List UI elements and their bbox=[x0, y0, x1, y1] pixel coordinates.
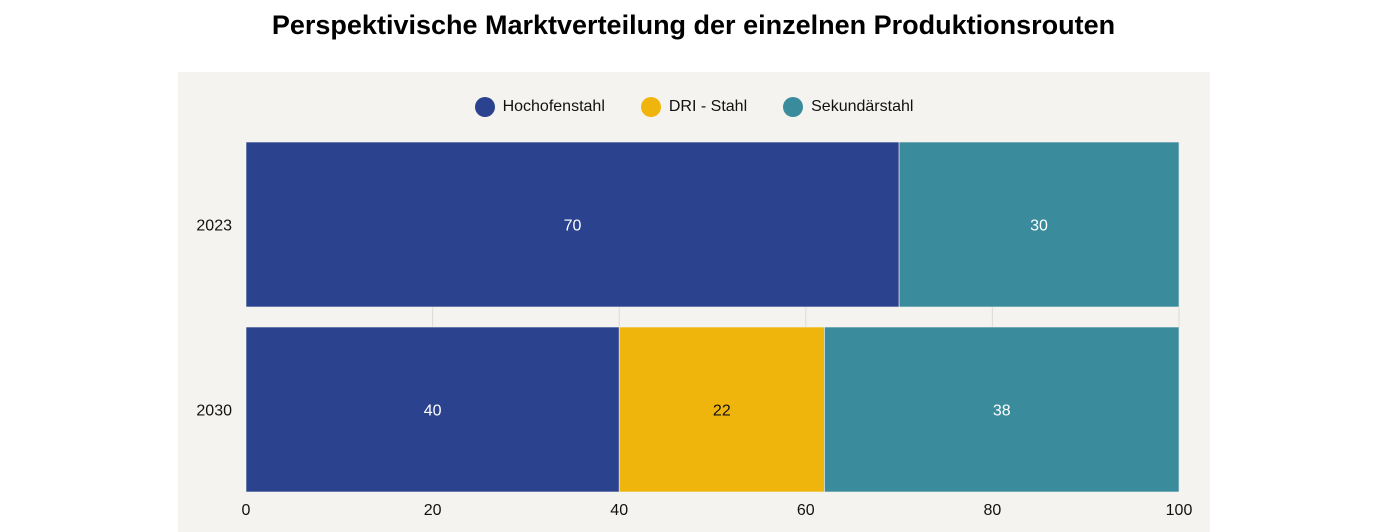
bar-segment bbox=[618, 326, 825, 493]
legend-label: Sekundärstahl bbox=[811, 98, 914, 115]
legend-item: DRI - Stahl bbox=[640, 97, 748, 117]
category-label: 2023 bbox=[196, 218, 232, 235]
x-tick-label: 80 bbox=[984, 502, 1002, 519]
x-tick-label: 20 bbox=[424, 502, 442, 519]
legend: Hochofenstahl DRI - Stahl Sekundärstahl bbox=[178, 94, 1210, 120]
legend-label: Hochofenstahl bbox=[502, 98, 605, 115]
legend-swatch bbox=[783, 97, 804, 117]
legend-item: Hochofenstahl bbox=[474, 97, 605, 117]
legend-swatch bbox=[474, 97, 495, 117]
x-tick-label: 40 bbox=[610, 502, 628, 519]
data-label: 22 bbox=[713, 403, 731, 420]
bar-segment bbox=[898, 141, 1180, 308]
data-label: 40 bbox=[424, 403, 442, 420]
legend-label: DRI - Stahl bbox=[668, 98, 748, 115]
bar-segment bbox=[824, 326, 1180, 493]
x-tick-label: 100 bbox=[1166, 502, 1193, 519]
legend-item: Sekundärstahl bbox=[783, 97, 913, 117]
data-label: 70 bbox=[564, 218, 582, 235]
category-label: 2030 bbox=[196, 403, 232, 420]
legend-swatch bbox=[640, 97, 661, 117]
data-label: 38 bbox=[993, 403, 1011, 420]
x-tick-label: 0 bbox=[242, 502, 251, 519]
x-tick-label: 60 bbox=[797, 502, 815, 519]
chart-title: Perspektivische Marktverteilung der einz… bbox=[271, 10, 1116, 40]
data-label: 30 bbox=[1030, 218, 1048, 235]
bar-segment bbox=[245, 326, 620, 493]
